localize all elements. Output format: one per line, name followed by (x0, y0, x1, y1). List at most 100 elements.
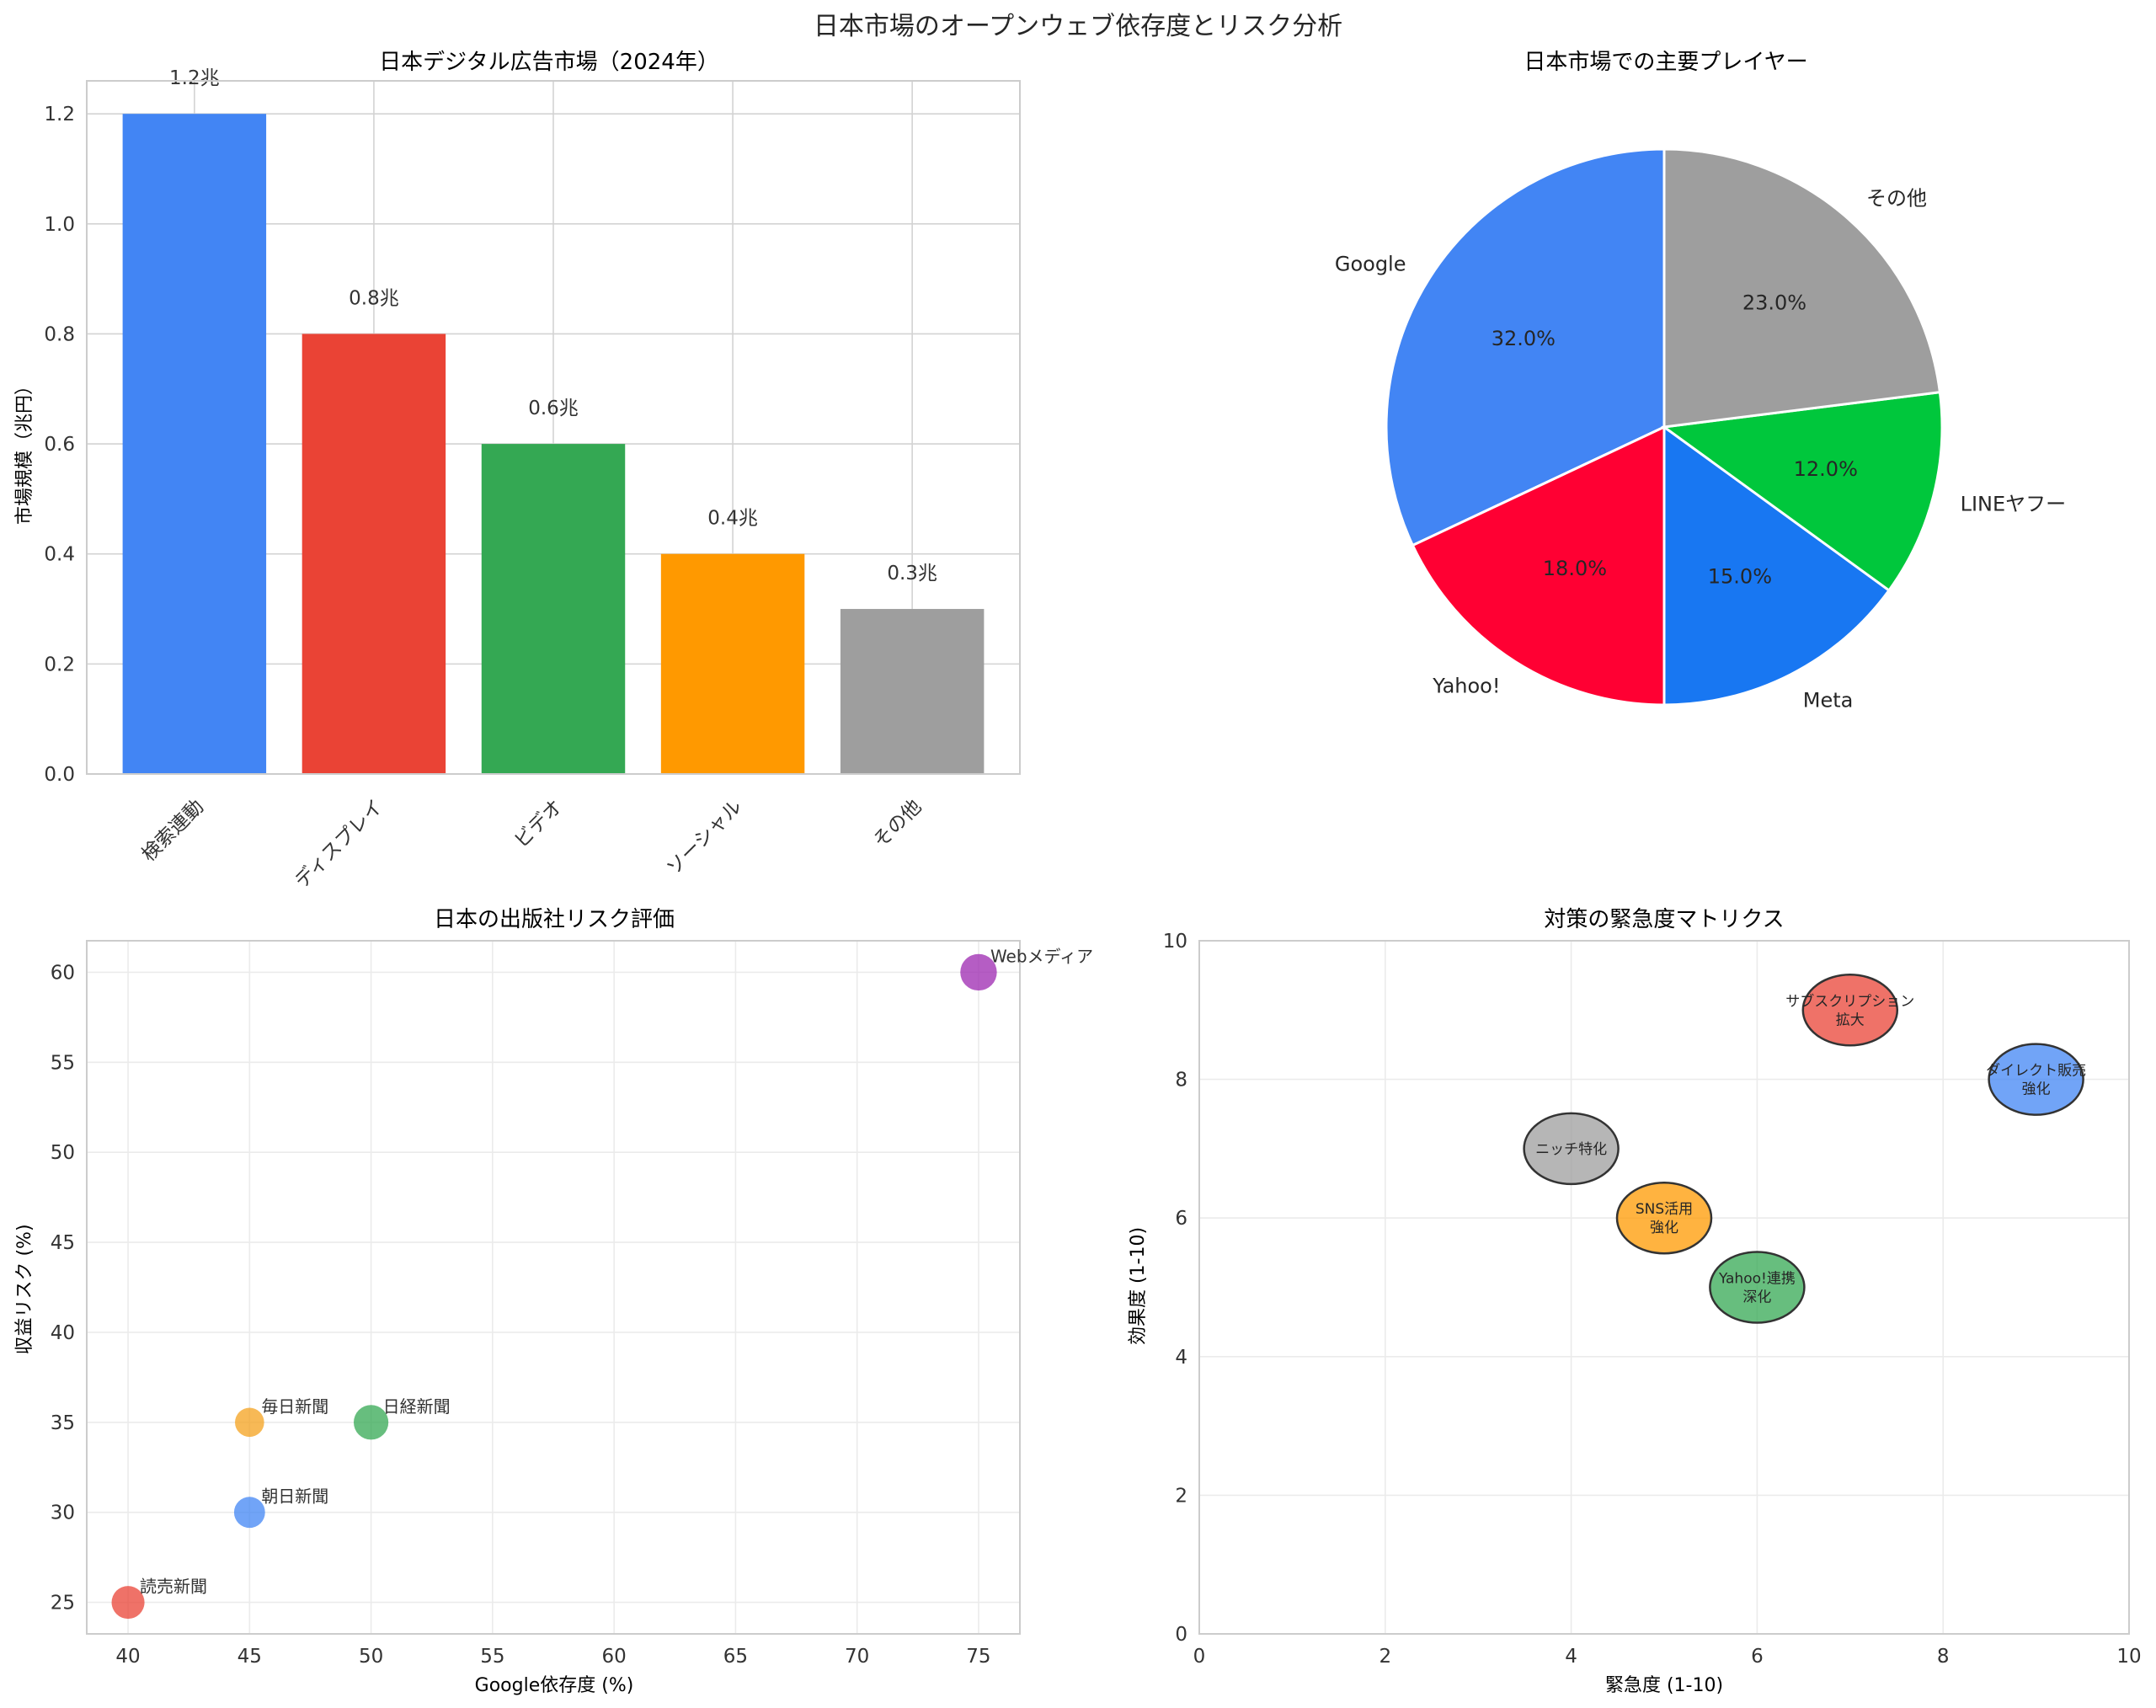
bar-chart-title: 日本デジタル広告市場（2024年） (379, 50, 719, 75)
y-tick-label: 0.0 (44, 764, 75, 786)
matrix-bubble (1709, 1251, 1806, 1324)
matrix-bubble (1615, 1181, 1713, 1255)
risk-chart-xlabel: Google依存度 (%) (475, 1675, 634, 1696)
bar-chart-ylabel: 市場規模（兆円） (14, 376, 35, 525)
x-tick-label: 検索連動 (138, 796, 208, 866)
matrix-bubble-label: ニッチ特化 (1535, 1141, 1607, 1158)
pie-chart-title: 日本市場での主要プレイヤー (1524, 50, 1807, 75)
pie-slice-label: Yahoo! (1432, 674, 1500, 697)
scatter-point-label: 日経新聞 (383, 1396, 451, 1417)
x-tick-label: 40 (115, 1646, 140, 1668)
scatter-point-label: 毎日新聞 (261, 1396, 328, 1417)
bar-value-label: 0.3兆 (887, 563, 937, 584)
matrix-chart-xlabel: 緊急度 (1-10) (1605, 1675, 1723, 1696)
y-tick-label: 35 (51, 1412, 75, 1434)
bar (840, 609, 985, 774)
x-tick-label: 6 (1751, 1646, 1764, 1668)
bar (481, 444, 626, 774)
bar (302, 334, 446, 774)
scatter-point (353, 1405, 389, 1440)
y-tick-label: 40 (51, 1322, 75, 1344)
x-tick-label: 4 (1565, 1646, 1577, 1668)
scatter-point (111, 1586, 145, 1620)
y-tick-label: 0.8 (44, 323, 75, 345)
y-tick-label: 0 (1175, 1624, 1187, 1646)
x-tick-label: 2 (1379, 1646, 1391, 1668)
matrix-bubble-label: Yahoo!連携深化 (1718, 1271, 1796, 1306)
publisher-risk-scatter: 日本の出版社リスク評価 Google依存度 (%) 収益リスク (%) 40 45… (14, 907, 1093, 1696)
pie-slice-label: Meta (1803, 688, 1854, 712)
risk-chart-title: 日本の出版社リスク評価 (434, 907, 675, 932)
scatter-point (233, 1497, 265, 1529)
x-tick-label: 50 (359, 1646, 383, 1668)
bar-value-label: 0.4兆 (707, 508, 758, 530)
pie-pct-label: 15.0% (1708, 564, 1772, 588)
matrix-chart-title: 対策の緊急度マトリクス (1544, 907, 1784, 932)
x-tick-label: 8 (1937, 1646, 1950, 1668)
scatter-point-label: 朝日新聞 (261, 1486, 328, 1507)
pie-slice (1385, 147, 1666, 547)
plot-frame (86, 940, 1021, 1635)
bar-value-label: 1.2兆 (169, 67, 220, 89)
figure-title: 日本市場のオープンウェブ依存度とリスク分析 (814, 12, 1342, 41)
y-tick-label: 1.0 (44, 214, 75, 236)
y-tick-label: 60 (51, 962, 75, 984)
matrix-bubble (1523, 1112, 1620, 1186)
pie-pct-label: 32.0% (1492, 327, 1556, 350)
x-tick-label: 55 (480, 1646, 504, 1668)
scatter-point-label: 読売新聞 (140, 1577, 207, 1597)
pie-pct-label: 12.0% (1794, 457, 1858, 481)
pie-slice (1662, 147, 1942, 429)
bar-value-label: 0.6兆 (528, 398, 579, 419)
scatter-point (960, 953, 997, 991)
scatter-point-label: Webメディア (990, 946, 1093, 966)
y-tick-label: 4 (1175, 1347, 1187, 1369)
pie-slice (1662, 424, 1892, 707)
pie-slice-label: Google (1335, 252, 1406, 275)
x-tick-label: 60 (601, 1646, 626, 1668)
y-tick-label: 30 (51, 1503, 75, 1524)
y-tick-label: 25 (51, 1593, 75, 1615)
bar (122, 114, 267, 774)
y-tick-label: 55 (51, 1052, 75, 1074)
x-tick-label: ビデオ (510, 796, 567, 852)
y-tick-label: 0.6 (44, 434, 75, 456)
x-tick-label: 45 (237, 1646, 262, 1668)
matrix-bubble (1801, 974, 1899, 1047)
pie-slice (1661, 390, 1944, 593)
scatter-point (235, 1407, 264, 1438)
bar-value-label: 0.8兆 (349, 287, 399, 309)
pie-pct-label: 23.0% (1742, 291, 1806, 314)
y-tick-label: 2 (1175, 1485, 1187, 1507)
y-tick-label: 6 (1175, 1208, 1187, 1230)
matrix-bubble-label: ダイレクト販売強化 (1986, 1063, 2086, 1098)
y-tick-label: 1.2 (44, 104, 75, 125)
risk-chart-ylabel: 収益リスク (%) (14, 1224, 35, 1354)
x-tick-label: 75 (966, 1646, 990, 1668)
y-tick-label: 10 (1163, 931, 1187, 953)
x-tick-label: ディスプレイ (291, 796, 387, 893)
matrix-bubble-label: SNS活用強化 (1636, 1201, 1693, 1236)
pie-pct-label: 18.0% (1543, 557, 1607, 580)
y-tick-label: 0.4 (44, 544, 75, 566)
y-tick-label: 50 (51, 1142, 75, 1164)
y-tick-label: 45 (51, 1232, 75, 1254)
plot-frame (86, 80, 1021, 775)
matrix-bubble (1988, 1043, 2084, 1116)
plot-frame (1198, 940, 2130, 1635)
pie-slice (1411, 424, 1666, 707)
player-pie-chart: 日本市場での主要プレイヤー 32.0% Google 18.0% Yahoo! 15.0… (1335, 50, 2066, 712)
matrix-chart-ylabel: 効果度 (1-10) (1128, 1227, 1149, 1345)
pie-slice-label: その他 (1866, 187, 1927, 211)
x-tick-label: その他 (869, 796, 926, 852)
pie-slice-label: LINEヤフー (1961, 492, 2067, 515)
x-tick-label: 70 (845, 1646, 869, 1668)
matrix-bubble-label: サブスクリプション拡大 (1785, 992, 1914, 1028)
x-tick-label: 65 (723, 1646, 748, 1668)
x-tick-label: ソーシャル (663, 796, 746, 879)
market-bar-chart: 日本デジタル広告市場（2024年） 市場規模（兆円） 0.0 0.2 0.4 0.6 0… (14, 50, 1021, 893)
bar (660, 553, 805, 774)
x-tick-label: 0 (1193, 1646, 1206, 1668)
urgency-matrix-chart: 対策の緊急度マトリクス 緊急度 (1-10) 効果度 (1-10) 0 2 4 6 8 1… (1128, 907, 2142, 1696)
